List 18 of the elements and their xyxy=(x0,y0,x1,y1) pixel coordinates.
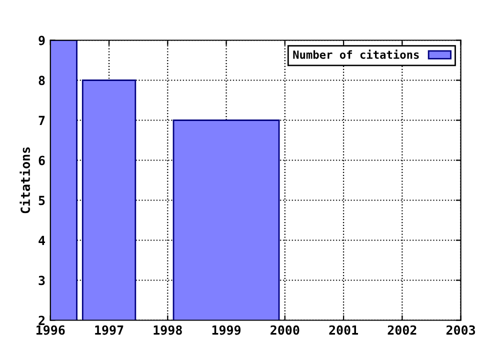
x-tick-label: 2003 xyxy=(446,325,476,335)
y-tick-label: 7 xyxy=(38,116,45,125)
x-tick-label: 1997 xyxy=(95,325,124,335)
x-tick-label: 2001 xyxy=(329,325,358,335)
y-tick-label: 2 xyxy=(38,316,44,325)
y-tick-label: 4 xyxy=(38,236,45,245)
x-tick-label: 2002 xyxy=(388,325,416,335)
y-tick-label: 3 xyxy=(38,276,45,286)
legend-label: Number of citations xyxy=(293,50,419,59)
x-tick-label: 1998 xyxy=(154,325,182,335)
x-tick-label: 2000 xyxy=(270,325,300,335)
x-tick-label: 1999 xyxy=(212,325,241,335)
y-axis-title: Citations xyxy=(20,147,30,214)
x-tick-label: 1996 xyxy=(36,325,65,335)
y-tick-label: 9 xyxy=(38,36,45,46)
y-tick-label: 8 xyxy=(38,76,45,86)
y-tick-label: 5 xyxy=(38,196,45,206)
y-tick-label: 6 xyxy=(38,156,45,166)
